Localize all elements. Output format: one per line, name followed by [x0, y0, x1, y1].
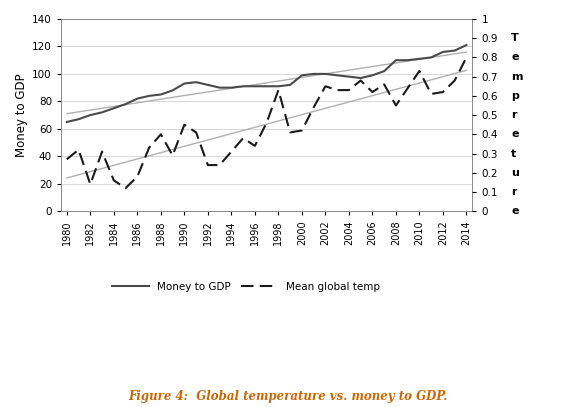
Mean global temp — [451, 78, 458, 83]
Text: e: e — [511, 206, 519, 216]
Money to GDP — [134, 96, 141, 101]
Mean global temp — [122, 186, 129, 190]
Mean global temp — [392, 103, 399, 108]
Money to GDP — [451, 48, 458, 53]
Money to GDP — [287, 83, 294, 88]
Money to GDP — [310, 72, 317, 77]
Mean global temp — [381, 82, 388, 87]
Mean global temp — [404, 86, 411, 91]
Mean global temp — [322, 84, 329, 89]
Money to GDP — [404, 58, 411, 63]
Mean global temp — [75, 147, 82, 152]
Money to GDP — [392, 58, 399, 63]
Mean global temp — [310, 105, 317, 110]
Money to GDP — [98, 110, 105, 115]
Mean global temp — [134, 174, 141, 179]
Text: t: t — [511, 149, 517, 159]
Mean global temp — [439, 90, 446, 94]
Text: Figure 4:  Global temperature vs. money to GDP.: Figure 4: Global temperature vs. money t… — [128, 390, 448, 403]
Money to GDP — [192, 80, 199, 85]
Mean global temp — [251, 143, 258, 148]
Money to GDP — [263, 84, 270, 89]
Money to GDP — [416, 57, 423, 61]
Y-axis label: Money to GDP: Money to GDP — [15, 73, 28, 157]
Text: e: e — [511, 129, 519, 139]
Money to GDP — [63, 120, 70, 125]
Line: Mean global temp: Mean global temp — [67, 57, 467, 188]
Money to GDP — [169, 88, 176, 93]
Mean global temp — [169, 153, 176, 158]
Mean global temp — [463, 55, 470, 60]
Mean global temp — [87, 182, 94, 187]
Mean global temp — [204, 163, 211, 168]
Mean global temp — [275, 88, 282, 92]
Mean global temp — [357, 78, 364, 83]
Mean global temp — [192, 130, 199, 135]
Money to GDP — [216, 85, 223, 90]
Text: r: r — [511, 110, 517, 120]
Mean global temp — [240, 136, 247, 140]
Money to GDP — [346, 74, 353, 79]
Mean global temp — [98, 149, 105, 154]
Money to GDP — [204, 83, 211, 88]
Money to GDP — [357, 76, 364, 81]
Text: r: r — [511, 187, 517, 197]
Money to GDP — [157, 92, 164, 97]
Mean global temp — [346, 88, 353, 92]
Mean global temp — [181, 122, 188, 127]
Money to GDP — [381, 69, 388, 74]
Mean global temp — [369, 90, 376, 94]
Mean global temp — [416, 68, 423, 73]
Text: e: e — [511, 53, 519, 62]
Money to GDP — [439, 50, 446, 55]
Money to GDP — [334, 73, 340, 78]
Money to GDP — [75, 117, 82, 122]
Money to GDP — [275, 84, 282, 89]
Text: p: p — [511, 91, 519, 101]
Text: m: m — [511, 72, 522, 82]
Money to GDP — [369, 73, 376, 78]
Line: Money to GDP: Money to GDP — [67, 45, 467, 122]
Money to GDP — [146, 94, 153, 98]
Money to GDP — [251, 84, 258, 89]
Mean global temp — [157, 132, 164, 137]
Money to GDP — [111, 106, 118, 111]
Mean global temp — [228, 149, 235, 154]
Text: u: u — [511, 168, 519, 178]
Legend: Money to GDP, Mean global temp: Money to GDP, Mean global temp — [108, 278, 384, 296]
Money to GDP — [240, 84, 247, 89]
Money to GDP — [87, 113, 94, 118]
Mean global temp — [263, 120, 270, 125]
Money to GDP — [463, 43, 470, 48]
Money to GDP — [298, 73, 305, 78]
Mean global temp — [146, 145, 153, 150]
Text: T: T — [511, 33, 519, 43]
Mean global temp — [63, 157, 70, 162]
Mean global temp — [111, 178, 118, 183]
Mean global temp — [287, 130, 294, 135]
Money to GDP — [181, 81, 188, 86]
Mean global temp — [334, 88, 340, 92]
Mean global temp — [298, 128, 305, 133]
Money to GDP — [228, 85, 235, 90]
Mean global temp — [216, 163, 223, 168]
Money to GDP — [428, 55, 435, 60]
Money to GDP — [122, 102, 129, 107]
Mean global temp — [428, 92, 435, 96]
Money to GDP — [322, 72, 329, 77]
